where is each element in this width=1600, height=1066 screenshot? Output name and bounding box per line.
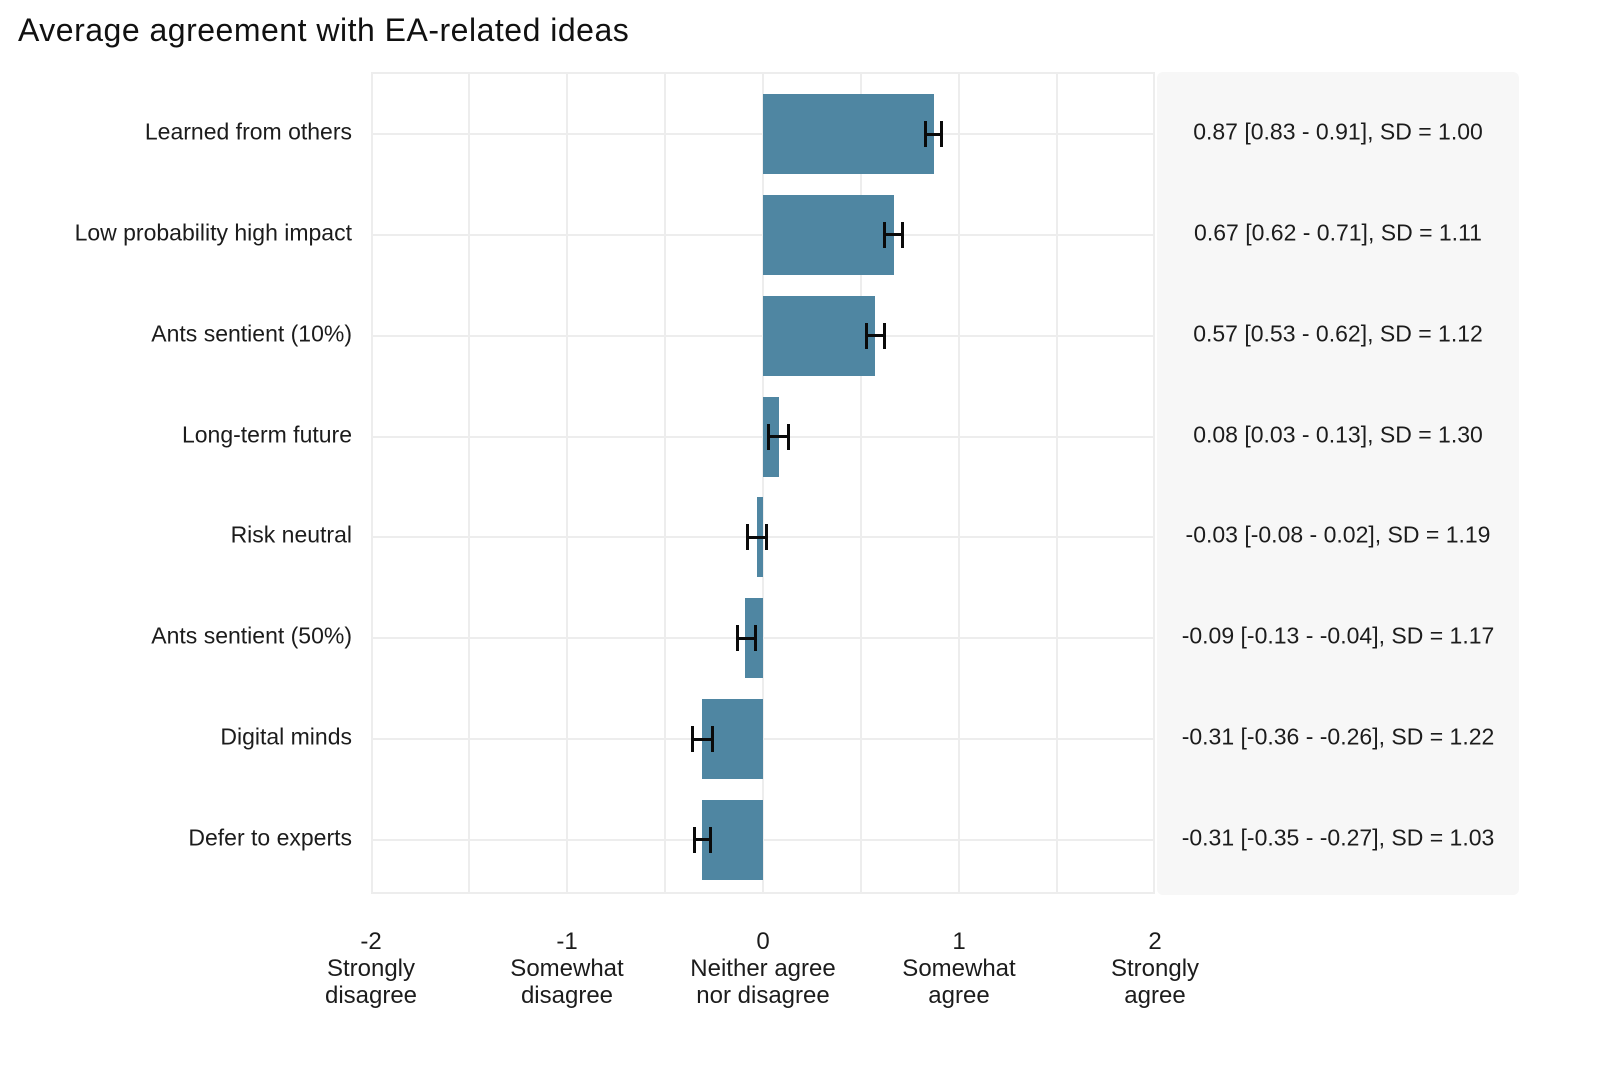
vertical-gridline xyxy=(860,74,862,892)
vertical-gridline xyxy=(762,74,764,892)
error-bar-cap xyxy=(690,726,694,753)
annotation-label: -0.31 [-0.36 - -0.26], SD = 1.22 xyxy=(1181,723,1495,750)
error-bar-line xyxy=(694,838,711,842)
category-label: Ants sentient (10%) xyxy=(151,320,352,347)
error-bar-line xyxy=(737,636,756,640)
annotation-label: -0.31 [-0.35 - -0.27], SD = 1.03 xyxy=(1181,824,1495,851)
error-bar-line xyxy=(747,535,767,539)
error-bar-cap xyxy=(883,322,887,349)
vertical-gridline xyxy=(468,74,470,892)
bar xyxy=(763,94,934,174)
category-label: Learned from others xyxy=(144,118,352,145)
annotation-label: 0.08 [0.03 - 0.13], SD = 1.30 xyxy=(1193,421,1483,448)
error-bar-line xyxy=(768,435,789,439)
error-bar-cap xyxy=(924,121,928,147)
category-label: Low probability high impact xyxy=(74,219,352,246)
error-bar-cap xyxy=(786,423,790,450)
error-bar-cap xyxy=(753,625,757,652)
error-bar-line xyxy=(866,334,885,338)
category-label: Risk neutral xyxy=(230,521,352,548)
error-bar-cap xyxy=(865,322,869,349)
error-bar-cap xyxy=(736,625,740,652)
chart-title: Average agreement with EA-related ideas xyxy=(18,12,630,48)
bar xyxy=(763,194,895,275)
annotation-label: -0.09 [-0.13 - -0.04], SD = 1.17 xyxy=(1181,622,1495,649)
vertical-gridline xyxy=(566,74,568,892)
x-tick-label: 2 Strongly agree xyxy=(1110,928,1200,1009)
vertical-gridline xyxy=(664,74,666,892)
x-tick-label: 0 Neither agree nor disagree xyxy=(690,928,836,1009)
horizontal-gridline xyxy=(373,637,1153,640)
x-tick-label: -1 Somewhat disagree xyxy=(510,928,624,1009)
error-bar-cap xyxy=(765,524,769,551)
annotation-label: 0.57 [0.53 - 0.62], SD = 1.12 xyxy=(1193,320,1483,347)
category-label: Ants sentient (50%) xyxy=(151,622,352,649)
error-bar-line xyxy=(925,132,942,136)
annotation-panel xyxy=(1157,72,1519,895)
error-bar-cap xyxy=(745,524,749,551)
error-bar-cap xyxy=(710,726,714,753)
error-bar-cap xyxy=(767,423,771,450)
horizontal-gridline xyxy=(373,738,1153,741)
vertical-gridline xyxy=(958,74,960,892)
bar xyxy=(763,295,875,376)
vertical-gridline xyxy=(1056,74,1058,892)
error-bar-line xyxy=(692,737,713,741)
annotation-label: 0.67 [0.62 - 0.71], SD = 1.11 xyxy=(1194,219,1482,246)
error-bar-cap xyxy=(900,221,904,248)
plot-area xyxy=(371,72,1155,894)
annotation-label: -0.03 [-0.08 - 0.02], SD = 1.19 xyxy=(1185,521,1491,548)
category-label: Digital minds xyxy=(220,723,352,750)
annotation-label: 0.87 [0.83 - 0.91], SD = 1.00 xyxy=(1193,118,1483,145)
category-label: Long-term future xyxy=(181,421,352,448)
error-bar-cap xyxy=(939,121,943,147)
horizontal-gridline xyxy=(373,838,1153,841)
category-label: Defer to experts xyxy=(188,824,352,851)
error-bar-cap xyxy=(883,221,887,248)
error-bar-cap xyxy=(708,826,712,853)
error-bar-line xyxy=(884,233,903,237)
x-tick-label: 1 Somewhat agree xyxy=(902,928,1016,1009)
x-tick-label: -2 Strongly disagree xyxy=(324,928,418,1009)
error-bar-cap xyxy=(692,826,696,853)
bar xyxy=(702,799,763,880)
